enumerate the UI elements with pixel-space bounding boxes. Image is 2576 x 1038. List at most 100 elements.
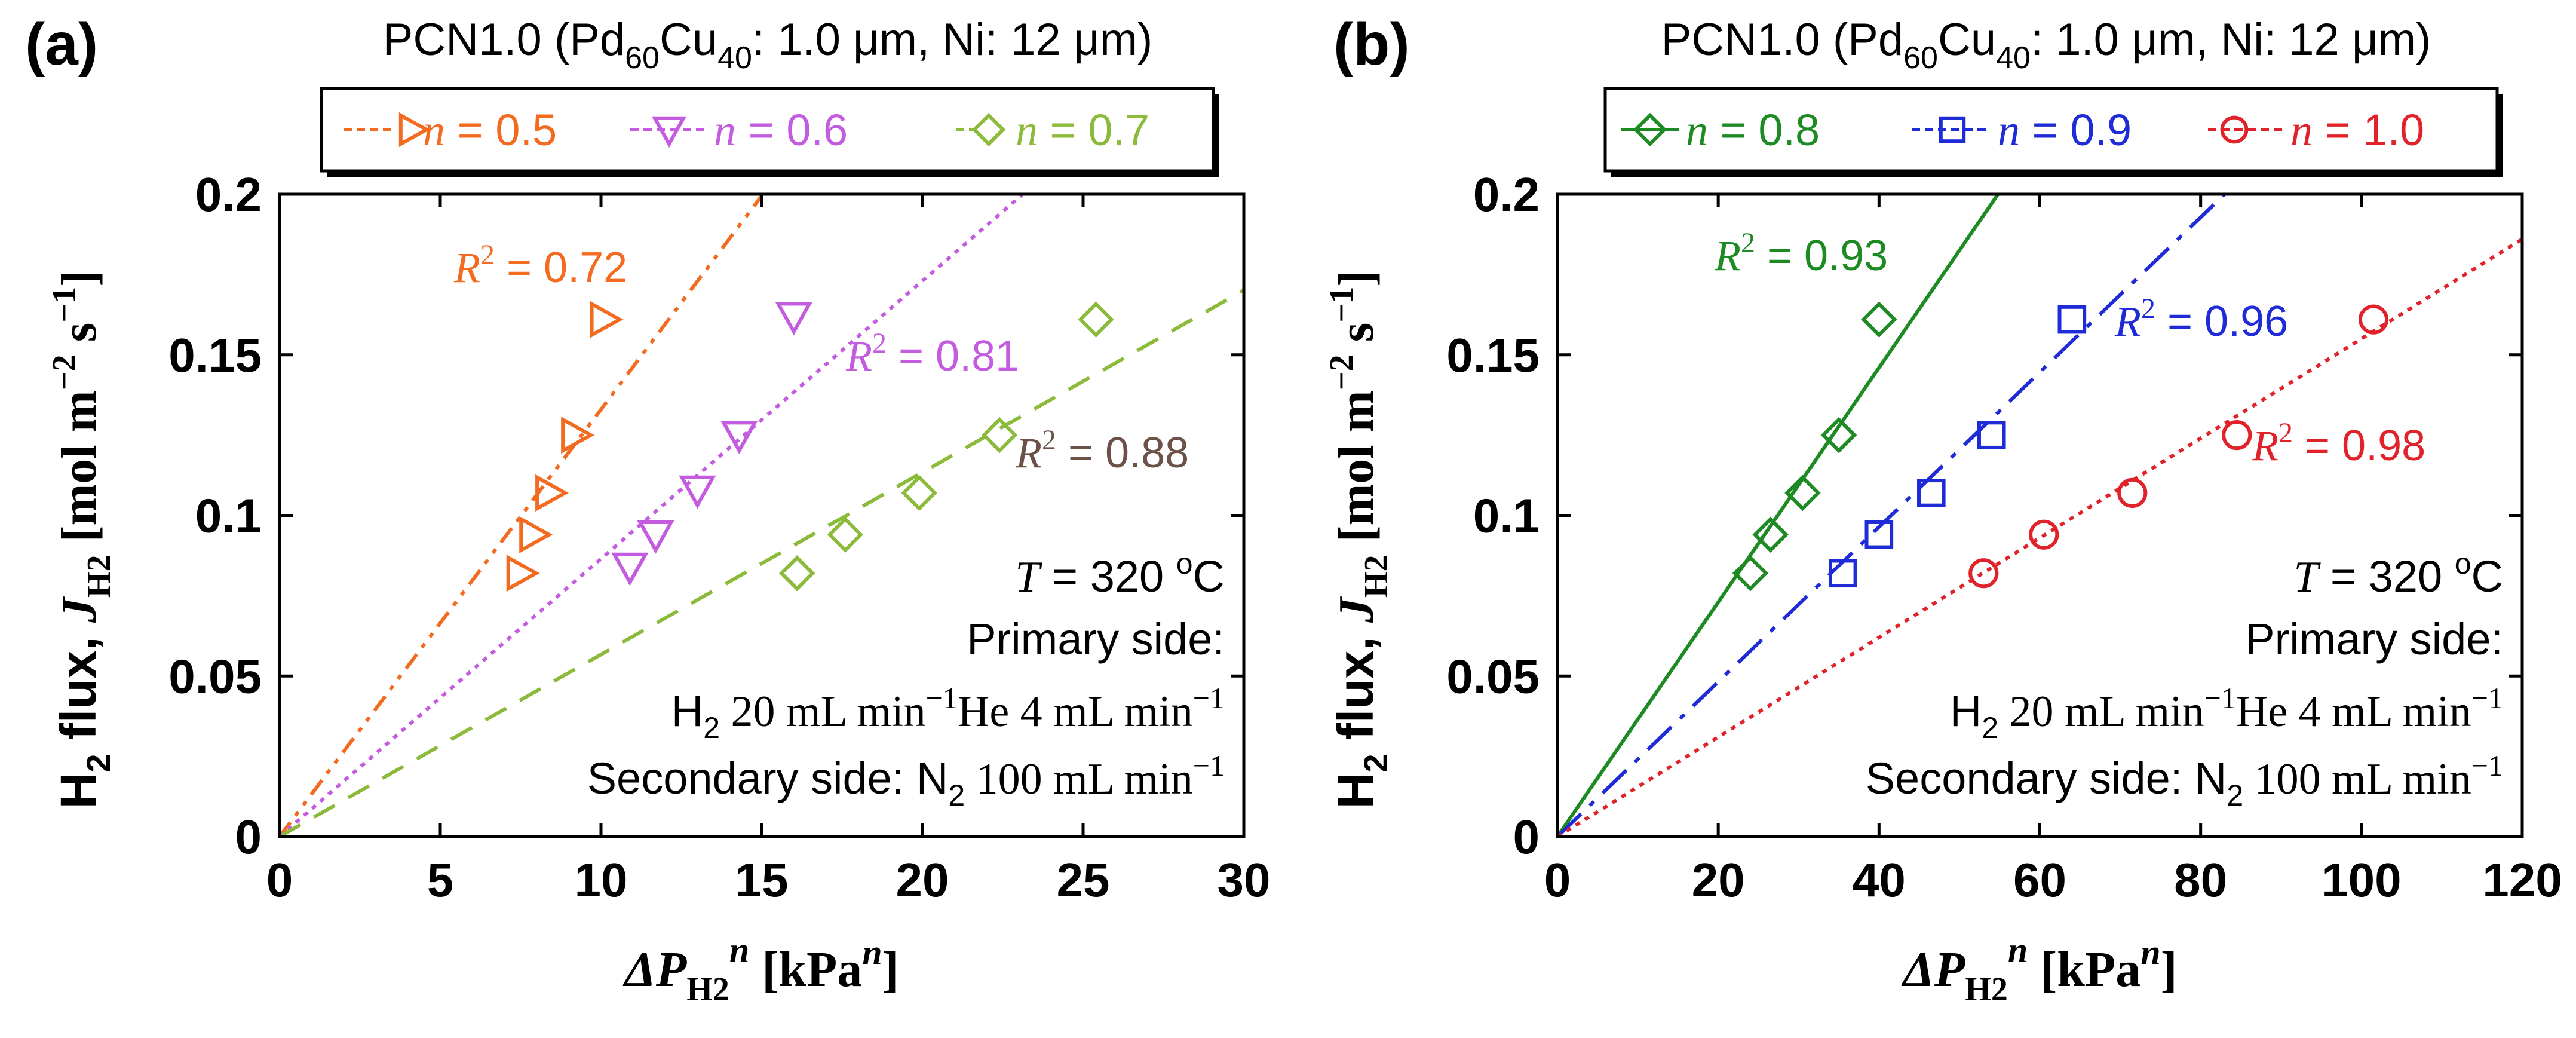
- temperature-annotation: T = 320 oC: [1015, 547, 1225, 602]
- y-tick-label: 0: [235, 810, 262, 864]
- y-tick-label: 0.1: [195, 489, 262, 543]
- legend-marker: [2220, 115, 2249, 144]
- secondary-side-flows: Secondary side: N2 100 mL min−1: [587, 749, 1225, 812]
- data-point: [1752, 516, 1789, 553]
- panel-label: (b): [1333, 11, 1410, 78]
- plot-frame: [1556, 192, 2524, 838]
- data-point: [2117, 477, 2148, 508]
- y-tick-label: 0.2: [195, 168, 262, 221]
- legend-marker: [651, 116, 687, 148]
- y-tick-label: 0: [1513, 810, 1540, 864]
- x-tick-label: 25: [1057, 853, 1110, 907]
- data-point: [1864, 520, 1894, 549]
- r2-label: R2 = 0.81: [845, 327, 1019, 380]
- legend-label: n = 1.0: [2290, 105, 2424, 155]
- data-point: [778, 555, 815, 592]
- data-point: [611, 552, 649, 586]
- primary-side-label: Primary side:: [2245, 614, 2503, 664]
- legend-label: n = 0.5: [423, 105, 557, 155]
- data-point: [901, 474, 937, 512]
- data-point: [590, 301, 624, 338]
- x-tick-label: 40: [1853, 853, 1906, 907]
- x-tick-label: 10: [575, 853, 628, 907]
- fit-line: [280, 194, 1023, 837]
- data-point: [637, 520, 674, 554]
- primary-side-flows: H2 20 mL min−1He 4 mL min−1: [1950, 681, 2503, 745]
- panel-b: (b) PCN1.0 (Pd60Cu40: 1.0 μm, Ni: 12 μm) n…: [1323, 11, 2562, 1008]
- legend-marker: [971, 112, 1006, 147]
- plot-frame: [278, 192, 1246, 838]
- data-point: [1078, 301, 1114, 338]
- r2-label: R2 = 0.96: [2114, 293, 2288, 345]
- legend: [1603, 87, 2499, 173]
- secondary-side-flows: Secondary side: N2 100 mL min−1: [1866, 749, 2503, 812]
- y-tick-label: 0.15: [168, 329, 262, 382]
- r2-label: R2 = 0.98: [2252, 417, 2425, 470]
- data-point: [1820, 417, 1857, 454]
- data-point: [1968, 558, 1999, 589]
- x-tick-label: 60: [2013, 853, 2066, 907]
- temperature-annotation: T = 320 oC: [2293, 547, 2503, 602]
- data-point: [1861, 301, 1897, 338]
- y-axis-label: H2 flux, JH2 [mol m−2 s−1]: [1323, 270, 1395, 809]
- r2-label: R2 = 0.93: [1714, 227, 1888, 280]
- y-tick-label: 0.15: [1446, 329, 1540, 382]
- legend-label: n = 0.6: [714, 105, 848, 155]
- data-point: [2222, 420, 2252, 451]
- y-tick-label: 0.05: [168, 650, 262, 703]
- data-point: [2057, 305, 2087, 334]
- legend-marker: [398, 112, 431, 148]
- chart-title: PCN1.0 (Pd60Cu40: 1.0 μm, Ni: 12 μm): [1661, 14, 2431, 75]
- x-axis-label: ΔPH2n [kPan]: [1901, 930, 2177, 1008]
- data-point: [1977, 421, 2006, 449]
- x-tick-label: 5: [427, 853, 454, 907]
- y-tick-label: 0.1: [1473, 489, 1540, 543]
- y-tick-label: 0.05: [1446, 650, 1540, 703]
- data-point: [561, 417, 595, 454]
- primary-side-flows: H2 20 mL min−1He 4 mL min−1: [671, 681, 1225, 745]
- primary-side-label: Primary side:: [967, 614, 1225, 664]
- data-point: [775, 302, 812, 336]
- legend-marker: [1939, 116, 1966, 143]
- data-point: [679, 475, 716, 509]
- y-tick-label: 0.2: [1473, 168, 1540, 221]
- x-tick-label: 80: [2174, 853, 2227, 907]
- x-tick-label: 100: [2322, 853, 2401, 907]
- fit-line: [280, 194, 763, 837]
- data-point: [506, 555, 540, 592]
- x-tick-label: 0: [266, 853, 293, 907]
- x-tick-label: 0: [1544, 853, 1571, 907]
- legend: [320, 87, 1215, 173]
- data-point: [1732, 555, 1769, 592]
- r2-label: R2 = 0.88: [1015, 424, 1189, 477]
- fit-line: [280, 289, 1244, 837]
- data-point: [1784, 474, 1821, 512]
- x-tick-label: 20: [1692, 853, 1745, 907]
- y-axis-label: H2 flux, JH2 [mol m−2 s−1]: [46, 270, 118, 809]
- fit-line: [1557, 194, 2000, 837]
- r2-label: R2 = 0.72: [453, 239, 627, 292]
- legend-label: n = 0.9: [1998, 105, 2132, 155]
- data-point: [2358, 304, 2389, 335]
- x-tick-label: 30: [1218, 853, 1271, 907]
- x-tick-label: 120: [2482, 853, 2562, 907]
- legend-label: n = 0.7: [1016, 105, 1149, 155]
- panel-label: (a): [25, 11, 98, 78]
- panel-a: (a) PCN1.0 (Pd60Cu40: 1.0 μm, Ni: 12 μm) n…: [25, 11, 1270, 1008]
- legend-label: n = 0.8: [1686, 105, 1820, 155]
- x-tick-label: 20: [896, 853, 949, 907]
- data-point: [981, 417, 1018, 454]
- data-point: [720, 421, 758, 455]
- legend-marker: [1633, 112, 1667, 147]
- x-axis-label: ΔPH2n [kPan]: [622, 930, 898, 1008]
- data-point: [2029, 519, 2059, 550]
- fit-line: [1557, 237, 2522, 837]
- fit-line: [1557, 194, 2227, 837]
- data-point: [827, 516, 864, 553]
- chart-title: PCN1.0 (Pd60Cu40: 1.0 μm, Ni: 12 μm): [383, 14, 1153, 75]
- data-point: [519, 516, 553, 553]
- data-point: [535, 474, 569, 512]
- data-point: [1828, 559, 1857, 588]
- data-point: [1917, 479, 1946, 507]
